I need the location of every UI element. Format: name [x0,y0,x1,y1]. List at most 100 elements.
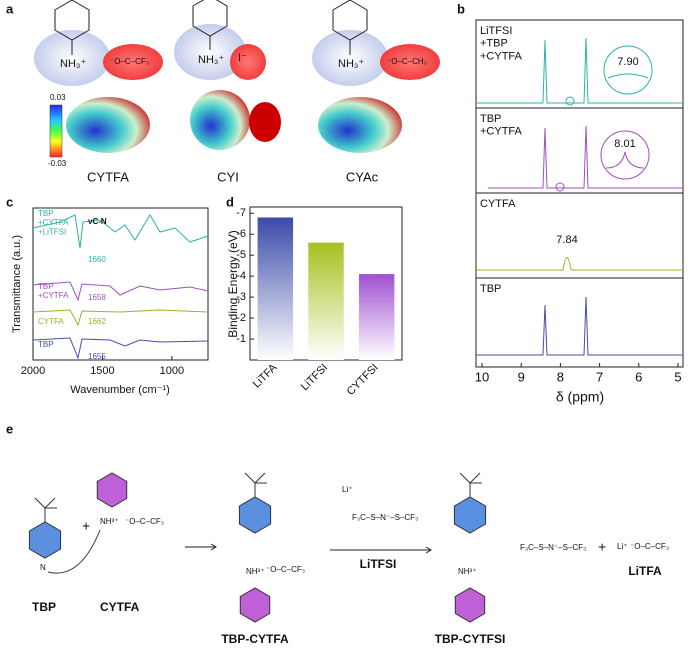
nmr-trace [476,37,683,104]
compound-label: TBP-CYTFSI [435,632,506,646]
x-axis-label: δ (ppm) [556,389,604,405]
panel-label: c [6,194,13,209]
trace-label: TBP +CYTFA [480,113,523,138]
bar [358,274,395,360]
y-axis-label: Binding Energy (eV) [226,230,240,337]
y-tick-label: -2 [236,312,246,324]
ring [238,496,272,534]
bar [257,217,294,360]
esp-map [249,102,281,142]
x-tick-label: 7 [596,369,603,384]
x-tick-label: LiTFA [251,361,280,390]
colorbar-label: -0.03 [48,159,67,168]
peak-label: 8.01 [614,138,635,150]
panel-c: TBP +CYTFA +LiTFSI TBP +CYTFA CYTFA TBP 166… [11,207,209,396]
arrow [47,529,101,574]
trace-label: LiTFSI +TBP +CYTFA [480,25,523,62]
ring [239,587,271,623]
ring [54,0,90,41]
x-tick-label: 1500 [90,365,114,377]
bar [308,242,344,360]
formula: ⁻O–C–CF₃ [125,517,164,526]
formula: NH³⁺ [100,517,118,526]
anion-cloud [103,44,163,80]
x-tick-label: 8 [557,369,564,384]
y-tick-label: -4 [236,270,246,282]
peak-label: 1655 [88,352,106,361]
x-tick-label: LiTFSI [299,362,330,393]
formula: NH₃⁺ [60,58,86,70]
x-tick-label: 2000 [21,365,45,377]
formula: ⁻O–C–CF₃ [266,565,305,574]
x-tick-label: 9 [518,369,525,384]
formula: NH₃⁺ [198,54,224,66]
ring [332,0,368,41]
zoom-circle [603,45,653,95]
formula: NH₃⁺ [338,58,364,70]
plus: + [598,539,606,555]
trace-label: CYTFA [38,317,64,326]
trace-label: TBP [480,283,501,295]
x-tick-label: 5 [674,369,681,384]
panel-d: Binding Energy (eV) -7 -6 -5 -4 -3 -2 -1 LiTFA L… [226,206,403,398]
ring [28,521,62,559]
formula: F₃C–S–N⁻–S–CF₃ [352,513,418,522]
formula: ⁻O–C–CH₃ [387,57,427,66]
x-tick-label: 6 [635,369,642,384]
molecule-name: CYTFA [87,169,129,184]
molecule-name: CYAc [346,169,379,184]
tert-butyl [459,472,482,497]
formula: NH³⁺ [246,567,264,576]
formula: Li⁺ [342,485,352,494]
ring [454,587,486,623]
nmr-trace [476,296,683,356]
y-tick-label: -6 [236,228,246,240]
formula: NH³⁺ [458,567,476,576]
cation-cloud [34,30,110,86]
cation-cloud [174,24,246,80]
esp-map [66,97,150,153]
formula: ⁻O–C–CF₃ [630,542,669,551]
ring [453,496,487,534]
formula: Li⁺ [617,542,627,551]
molecule-name: CYI [217,169,239,184]
formula: N [40,563,46,572]
esp-map [190,90,250,150]
arrowhead [425,546,432,554]
colorbar-label: 0.03 [50,93,66,102]
reagent-label: LiTFSI [360,557,397,571]
compound-label: CYTFA [100,600,140,614]
panel-label: a [6,1,14,16]
nmr-trace [476,257,683,271]
y-tick-label: -7 [236,207,246,219]
formula: ⁻O–C–CF₃ [110,57,149,66]
panel-e: + NH³⁺ ⁻O–C–CF₃ N TBP CYTFA ⁻O–C–CF₃ NH³… [32,485,669,646]
zoom-marker [555,182,565,192]
trace-label: CYTFA [480,198,516,210]
ftir-trace [32,309,209,327]
esp-map [318,97,402,153]
frame [32,207,209,361]
x-tick-label: CYTFSI [345,362,381,398]
cation-cloud [312,30,388,86]
band-label: νC-N [88,217,107,226]
y-tick-label: -5 [236,249,246,261]
nmr-trace [488,125,683,189]
peak-label: 7.90 [617,56,638,68]
tert-butyl [34,497,57,522]
ring [192,0,228,37]
panel-a: NH₃⁺ ⁻O–C–CF₃ NH₃⁺ I⁻ NH₃⁺ ⁻O–C–CH₃ 0.03… [34,0,440,184]
peak-label: 1662 [88,317,106,326]
y-axis-label: Transmittance (a.u.) [11,235,23,333]
x-axis-label: Wavenumber (cm⁻¹) [70,384,170,396]
ftir-trace [32,281,209,302]
formula: I⁻ [238,52,247,64]
nmr-trace [607,73,649,79]
panel-label: b [457,1,465,16]
colorbar [49,104,63,158]
peak-label: 1658 [88,293,106,302]
panel-label: e [6,421,13,436]
x-tick-label: 10 [475,369,489,384]
ring [96,472,128,508]
